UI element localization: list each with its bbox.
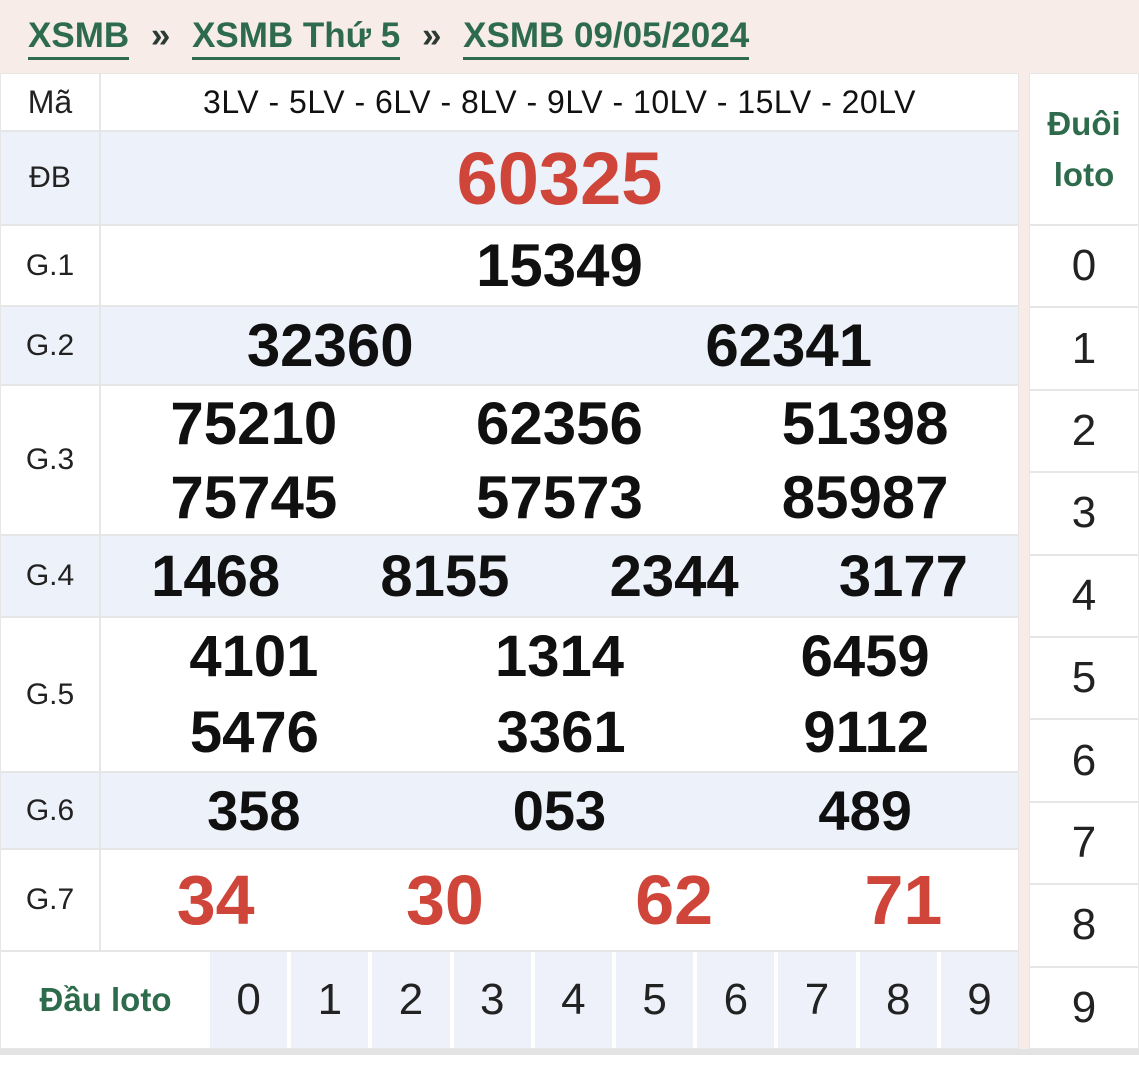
prize-number: 2344 bbox=[609, 543, 739, 609]
prize-number: 3177 bbox=[838, 543, 968, 609]
prize-number: 75745 bbox=[170, 463, 338, 531]
dau-loto-digit: 3 bbox=[453, 952, 531, 1048]
dau-loto-label: Đầu loto bbox=[39, 981, 172, 1018]
prize-label: G.7 bbox=[1, 850, 101, 950]
prize-table: Mã 3LV - 5LV - 6LV - 8LV - 9LV - 10LV - … bbox=[0, 73, 1019, 1049]
prize-label: ĐB bbox=[1, 132, 101, 224]
breadcrumb-link-xsmb[interactable]: XSMB bbox=[28, 16, 130, 60]
prize-label: G.6 bbox=[1, 773, 101, 848]
prize-number: 358 bbox=[207, 779, 301, 842]
prize-number: 51398 bbox=[781, 389, 949, 457]
prize-number: 1314 bbox=[494, 623, 624, 689]
prize-number: 5476 bbox=[189, 700, 319, 766]
breadcrumb-link-xsmb-thu-5[interactable]: XSMB Thứ 5 bbox=[192, 16, 401, 60]
prize-row-g5: G.5 4101 1314 6459 5476 3361 9112 bbox=[1, 616, 1018, 771]
prize-label: G.3 bbox=[1, 386, 101, 534]
prize-number: 053 bbox=[512, 779, 607, 842]
prize-label: G.5 bbox=[1, 618, 101, 771]
dau-loto-digit: 6 bbox=[697, 952, 775, 1048]
lv-header: 3LV - 5LV - 6LV - 8LV - 9LV - 10LV - 15L… bbox=[203, 83, 916, 120]
duoi-loto-header-line1: Đuôi bbox=[1047, 104, 1121, 142]
duoi-loto-digit: 2 bbox=[1030, 388, 1138, 471]
dau-loto-cells: 0 1 2 3 4 5 6 7 8 9 bbox=[210, 952, 1019, 1048]
prize-number: 75210 bbox=[170, 389, 338, 457]
dau-loto-digit: 8 bbox=[859, 952, 937, 1048]
prize-number: 1468 bbox=[151, 543, 281, 609]
prize-row-g1: G.1 15349 bbox=[1, 224, 1018, 305]
prize-row-g4: G.4 1468 8155 2344 3177 bbox=[1, 534, 1018, 616]
prize-number: 60325 bbox=[456, 136, 663, 220]
prize-row-db: ĐB 60325 bbox=[1, 130, 1018, 224]
breadcrumb-separator-icon: » bbox=[150, 16, 171, 55]
prize-number: 6459 bbox=[800, 623, 930, 689]
duoi-loto-digit: 4 bbox=[1030, 553, 1138, 636]
divider bbox=[0, 1049, 1139, 1055]
prize-label: G.4 bbox=[1, 536, 101, 616]
duoi-loto-digit: 0 bbox=[1071, 241, 1097, 291]
page-bottom bbox=[0, 1055, 1139, 1075]
prize-number: 71 bbox=[864, 861, 943, 939]
prize-number: 32360 bbox=[246, 312, 414, 379]
duoi-loto-digit: 7 bbox=[1030, 800, 1138, 883]
dau-loto-digit: 5 bbox=[616, 952, 694, 1048]
dau-loto-digit: 2 bbox=[372, 952, 450, 1048]
table-header-row: Mã 3LV - 5LV - 6LV - 8LV - 9LV - 10LV - … bbox=[1, 74, 1018, 130]
prize-number: 57573 bbox=[476, 463, 643, 531]
prize-row-g3: G.3 75210 62356 51398 75745 57573 85987 bbox=[1, 384, 1018, 534]
code-header: Mã bbox=[1, 74, 101, 130]
prize-number: 3361 bbox=[496, 700, 626, 766]
duoi-loto-digit: 5 bbox=[1030, 636, 1138, 718]
prize-number: 30 bbox=[405, 861, 484, 939]
prize-row-g7: G.7 34 30 62 71 bbox=[1, 848, 1018, 950]
duoi-loto-digit: 3 bbox=[1030, 471, 1138, 553]
prize-row-g2: G.2 32360 62341 bbox=[1, 305, 1018, 384]
prize-number: 85987 bbox=[781, 463, 949, 531]
duoi-loto-column: Đuôi loto 0 1 2 3 4 5 6 7 8 9 bbox=[1029, 73, 1139, 1049]
prize-number: 4101 bbox=[189, 623, 319, 689]
dau-loto-digit: 7 bbox=[778, 952, 856, 1048]
dau-loto-digit: 1 bbox=[291, 952, 369, 1048]
prize-number: 62 bbox=[635, 861, 714, 939]
dau-loto-digit: 4 bbox=[534, 952, 613, 1048]
prize-number: 62356 bbox=[476, 389, 643, 457]
breadcrumb-separator-icon: » bbox=[421, 16, 442, 55]
breadcrumb: XSMB » XSMB Thứ 5 » XSMB 09/05/2024 bbox=[0, 0, 1139, 73]
dau-loto-digit: 0 bbox=[210, 952, 288, 1048]
duoi-loto-digit: 1 bbox=[1030, 306, 1138, 388]
prize-number: 34 bbox=[176, 861, 255, 939]
breadcrumb-link-xsmb-date[interactable]: XSMB 09/05/2024 bbox=[463, 16, 750, 60]
duoi-loto-digit: 6 bbox=[1030, 718, 1138, 800]
prize-number: 9112 bbox=[803, 700, 930, 766]
results-area: Mã 3LV - 5LV - 6LV - 8LV - 9LV - 10LV - … bbox=[0, 73, 1139, 1049]
duoi-loto-header: Đuôi loto bbox=[1030, 74, 1138, 226]
dau-loto-digit: 9 bbox=[940, 952, 1019, 1048]
prize-number: 62341 bbox=[705, 312, 873, 379]
duoi-loto-digit: 8 bbox=[1030, 883, 1138, 965]
dau-loto-row: Đầu loto 0 1 2 3 4 5 6 7 8 9 bbox=[1, 950, 1019, 1048]
prize-number: 8155 bbox=[380, 543, 510, 609]
prize-row-g6: G.6 358 053 489 bbox=[1, 771, 1018, 848]
prize-label: G.1 bbox=[1, 226, 101, 305]
prize-number: 489 bbox=[818, 779, 912, 842]
duoi-loto-digit: 9 bbox=[1030, 965, 1138, 1048]
prize-number: 15349 bbox=[476, 232, 643, 299]
prize-label: G.2 bbox=[1, 307, 101, 384]
duoi-loto-header-line2: loto bbox=[1053, 156, 1115, 193]
